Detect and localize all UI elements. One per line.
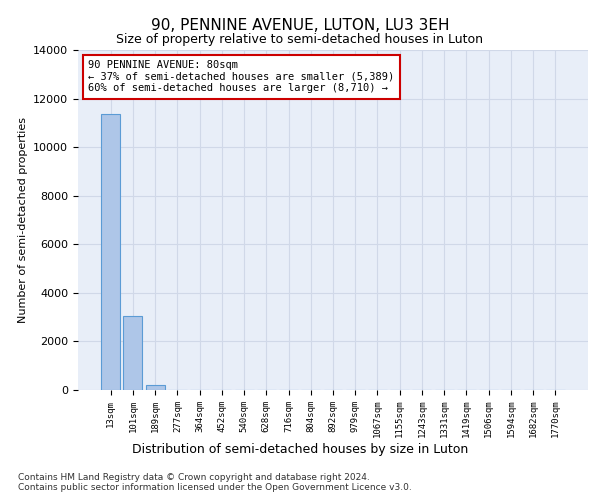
Text: Distribution of semi-detached houses by size in Luton: Distribution of semi-detached houses by … [132, 442, 468, 456]
Text: Size of property relative to semi-detached houses in Luton: Size of property relative to semi-detach… [116, 32, 484, 46]
Text: 90 PENNINE AVENUE: 80sqm
← 37% of semi-detached houses are smaller (5,389)
60% o: 90 PENNINE AVENUE: 80sqm ← 37% of semi-d… [88, 60, 394, 94]
Text: Contains public sector information licensed under the Open Government Licence v3: Contains public sector information licen… [18, 484, 412, 492]
Bar [124, 316, 142, 390]
Bar [101, 114, 120, 390]
Y-axis label: Number of semi-detached properties: Number of semi-detached properties [17, 117, 28, 323]
Text: Contains HM Land Registry data © Crown copyright and database right 2024.: Contains HM Land Registry data © Crown c… [18, 472, 370, 482]
Text: 90, PENNINE AVENUE, LUTON, LU3 3EH: 90, PENNINE AVENUE, LUTON, LU3 3EH [151, 18, 449, 32]
Bar [146, 385, 164, 390]
